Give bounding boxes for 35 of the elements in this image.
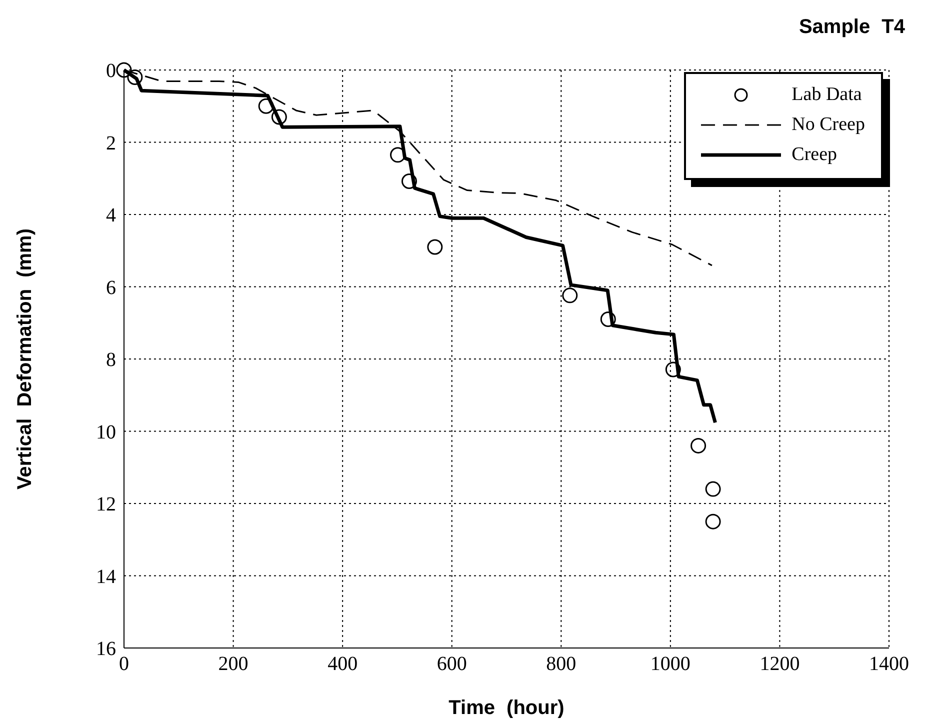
x-tick-label: 600: [436, 653, 467, 676]
point: [390, 147, 406, 163]
legend-label: No Creep: [792, 114, 865, 136]
y-tick-label: 2: [106, 132, 116, 154]
point: [600, 312, 616, 328]
point: [690, 438, 706, 454]
x-tick-label: 1200: [760, 653, 800, 676]
point: [705, 514, 721, 530]
point: [705, 481, 721, 497]
point: [665, 362, 681, 378]
y-tick-label: 0: [106, 60, 116, 82]
legend-label: Creep: [792, 144, 838, 166]
chart-title: Sample T4: [798, 16, 905, 39]
point: [258, 98, 274, 114]
x-tick-label: 200: [218, 653, 248, 676]
x-tick-label: 800: [546, 653, 576, 676]
x-tick-label: 400: [328, 653, 358, 676]
y-tick-label: 6: [106, 276, 116, 299]
point: [127, 69, 143, 85]
point: [401, 174, 417, 190]
y-tick-label: 14: [96, 566, 116, 588]
y-tick-label: 12: [96, 494, 116, 516]
legend-label: Lab Data: [792, 84, 862, 106]
y-tick-label: 10: [96, 421, 116, 444]
x-tick-label: 1000: [650, 653, 690, 676]
y-tick-label: 4: [106, 204, 116, 227]
point: [562, 288, 578, 304]
point: [116, 62, 132, 78]
point: [427, 239, 443, 255]
y-axis-title: Vertical Deformation (mm): [14, 228, 36, 490]
point: [271, 109, 287, 125]
x-axis-title: Time (hour): [448, 697, 564, 719]
x-tick-label: 1400: [869, 653, 909, 676]
y-tick-label: 8: [106, 349, 116, 372]
y-tick-label: 16: [96, 638, 116, 660]
